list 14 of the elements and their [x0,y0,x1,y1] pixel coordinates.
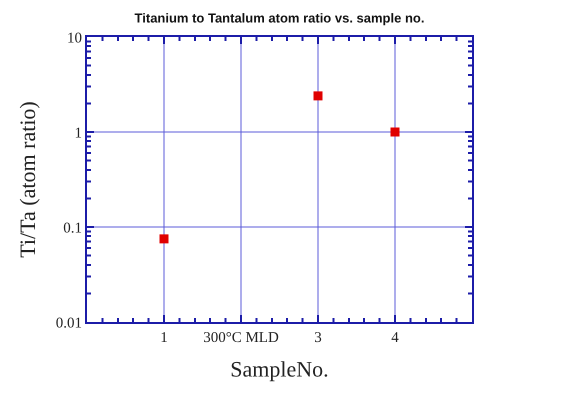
y-tick-label: 0.1 [63,220,82,236]
x-tick-label: 4 [391,330,400,346]
y-tick-label: 0.01 [56,315,82,332]
y-tick-label: 10 [67,30,82,46]
point [160,234,168,244]
point [314,91,322,100]
x-tick-label: 3 [314,330,322,346]
point [390,128,400,136]
x-tick-label: 300°C MLD [203,330,279,346]
x-tick-label: 1 [160,330,168,346]
y-axis-title: Ti/Ta (atom ratio) [15,101,40,258]
x-axis-title: SampleNo. [230,356,329,382]
chart-title: Titanium to Tantalum atom ratio vs. sample no. [134,10,424,26]
y-tick-label: 1 [74,125,82,142]
